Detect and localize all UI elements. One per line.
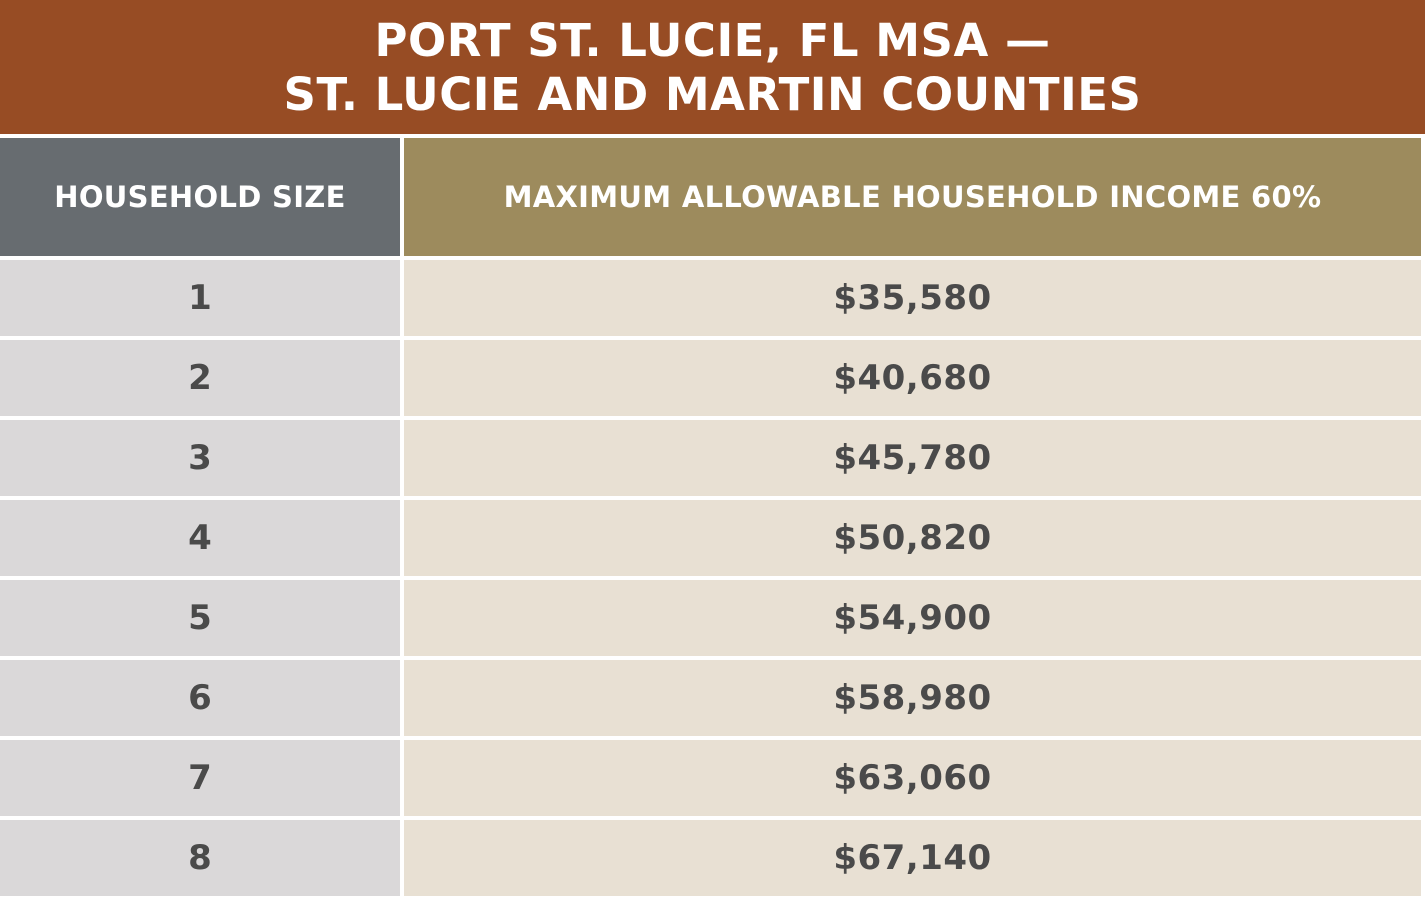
household-size-cell: 5	[0, 580, 400, 656]
table-row: 4 $50,820	[0, 500, 1425, 576]
title-line-2: ST. LUCIE AND MARTIN COUNTIES	[283, 68, 1142, 121]
header-max-income: MAXIMUM ALLOWABLE HOUSEHOLD INCOME 60%	[404, 138, 1421, 256]
table-row: 2 $40,680	[0, 340, 1425, 416]
max-income-cell: $67,140	[404, 820, 1421, 896]
table-row: 3 $45,780	[0, 420, 1425, 496]
table-row: 5 $54,900	[0, 580, 1425, 656]
max-income-cell: $35,580	[404, 260, 1421, 336]
household-size-cell: 4	[0, 500, 400, 576]
household-size-cell: 1	[0, 260, 400, 336]
household-size-cell: 8	[0, 820, 400, 896]
table-header-row: HOUSEHOLD SIZE MAXIMUM ALLOWABLE HOUSEHO…	[0, 138, 1425, 256]
header-household-size: HOUSEHOLD SIZE	[0, 138, 400, 256]
household-size-cell: 6	[0, 660, 400, 736]
max-income-cell: $45,780	[404, 420, 1421, 496]
table-row: 8 $67,140	[0, 820, 1425, 896]
max-income-cell: $63,060	[404, 740, 1421, 816]
income-table: HOUSEHOLD SIZE MAXIMUM ALLOWABLE HOUSEHO…	[0, 138, 1425, 900]
household-size-cell: 7	[0, 740, 400, 816]
household-size-cell: 2	[0, 340, 400, 416]
max-income-cell: $58,980	[404, 660, 1421, 736]
table-row: 7 $63,060	[0, 740, 1425, 816]
household-size-cell: 3	[0, 420, 400, 496]
table-row: 1 $35,580	[0, 260, 1425, 336]
max-income-cell: $54,900	[404, 580, 1421, 656]
max-income-cell: $40,680	[404, 340, 1421, 416]
table-row: 6 $58,980	[0, 660, 1425, 736]
title-line-1: PORT ST. LUCIE, FL MSA —	[374, 14, 1051, 67]
max-income-cell: $50,820	[404, 500, 1421, 576]
title-banner: PORT ST. LUCIE, FL MSA — ST. LUCIE AND M…	[0, 0, 1425, 134]
